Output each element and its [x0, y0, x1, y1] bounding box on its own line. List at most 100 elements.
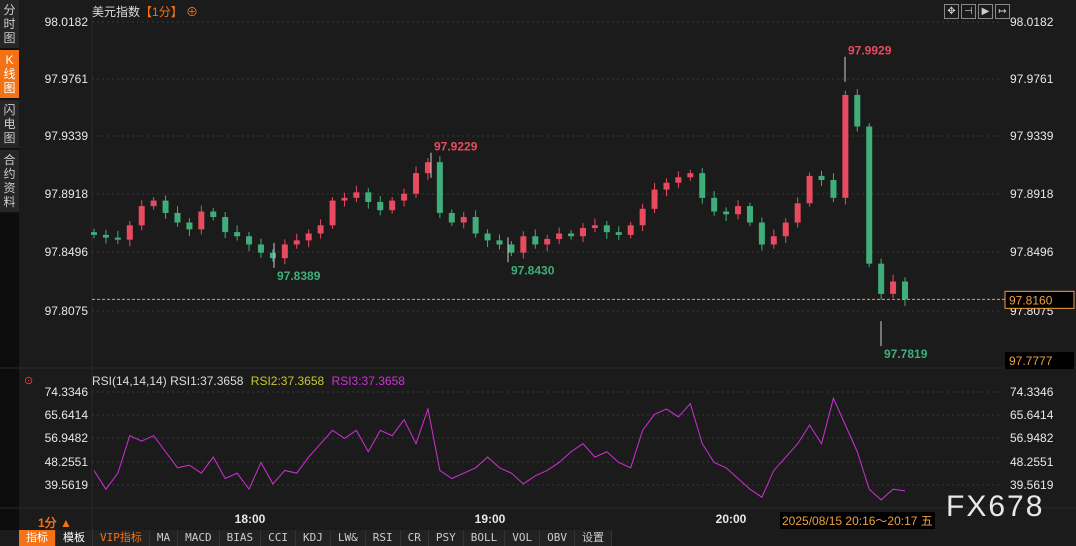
toolbar-14[interactable]: OBV — [540, 530, 575, 546]
candle-body — [389, 200, 396, 211]
current-price-box — [1004, 290, 1075, 309]
candle-body — [818, 175, 825, 181]
toolbar-11[interactable]: PSY — [428, 530, 464, 546]
time-tick: 18:00 — [235, 512, 266, 526]
extreme-label-high2: 97.9229 — [434, 140, 478, 154]
candle-body — [162, 200, 169, 213]
instrument-title: 美元指数 — [92, 5, 141, 19]
candle-body — [544, 238, 551, 245]
candle-body — [603, 225, 610, 233]
candle-body — [401, 193, 408, 201]
play-icon[interactable]: ▶ — [978, 4, 993, 19]
toolbar-5[interactable]: BIAS — [219, 530, 262, 546]
rsi-tick-right: 48.2551 — [1010, 455, 1054, 469]
rsi-tick-right: 74.3346 — [1010, 385, 1054, 399]
candle-body — [723, 211, 730, 215]
candle-body — [198, 211, 205, 230]
candle-body — [413, 173, 420, 194]
candle-body — [424, 162, 431, 174]
toolbar-3[interactable]: MA — [149, 530, 179, 546]
toolbar-9[interactable]: RSI — [365, 530, 401, 546]
sidebar-tab-kline[interactable]: K线图 — [0, 50, 19, 100]
candle-body — [579, 228, 586, 237]
toolbar-0[interactable]: 指标 — [19, 530, 56, 546]
sidebar-tab-flash[interactable]: 闪电图 — [0, 100, 19, 150]
rsi-legend: RSI(14,14,14) RSI1:37.3658 RSI2:37.3658 … — [92, 374, 405, 388]
candle-body — [508, 244, 515, 253]
price-tick-right: 98.0182 — [1010, 15, 1054, 29]
bottom-price-box — [1005, 352, 1074, 369]
candle-body — [615, 232, 622, 235]
candle-body — [91, 232, 97, 235]
candle-body — [269, 252, 276, 259]
rsi-tick-left: 39.5619 — [45, 478, 89, 492]
candle-body — [377, 201, 384, 211]
candle-body — [651, 189, 658, 209]
price-tick-left: 97.9761 — [45, 72, 89, 86]
candle-body — [329, 200, 336, 226]
candle-body — [878, 263, 885, 294]
sidebar-tab-contract[interactable]: 合约资料 — [0, 150, 19, 214]
toolbar-15[interactable]: 设置 — [575, 530, 612, 546]
crosshair-plus-icon[interactable]: ⊕ — [186, 5, 199, 19]
candle-body — [436, 162, 443, 213]
candle-body — [365, 192, 372, 202]
candle-body — [174, 212, 181, 223]
period-selector[interactable]: 1分 ▲ — [38, 516, 72, 530]
price-tick-left: 97.8075 — [45, 304, 89, 318]
candle-body — [591, 225, 598, 229]
settings-gear-icon[interactable]: ⊙ — [24, 375, 34, 387]
time-tick: 19:00 — [475, 512, 506, 526]
sidebar-tab-timeshare[interactable]: 分时图 — [0, 0, 19, 50]
zoom-left-icon[interactable]: ⊣ — [961, 4, 976, 19]
candle-body — [758, 222, 765, 245]
candle-body — [222, 217, 229, 233]
rsi-tick-left: 56.9482 — [45, 431, 89, 445]
toolbar-12[interactable]: BOLL — [463, 530, 506, 546]
extreme-label-low1: 97.8389 — [277, 269, 321, 283]
toolbar-1[interactable]: 模板 — [56, 530, 93, 546]
candle-body — [627, 225, 634, 235]
rsi-tick-right: 56.9482 — [1010, 431, 1054, 445]
price-tick-right: 97.9339 — [1010, 129, 1054, 143]
candle-body — [484, 233, 491, 241]
toolbar-10[interactable]: CR — [400, 530, 429, 546]
candle-body — [639, 208, 646, 226]
period-label[interactable]: 【1分】 — [140, 5, 183, 19]
scroll-right-icon[interactable]: ↦ — [995, 4, 1010, 19]
toolbar-4[interactable]: MACD — [178, 530, 220, 546]
candle-body — [806, 175, 813, 204]
candle-body — [556, 233, 563, 239]
chart-tools: ✥ ⊣ ▶ ↦ — [942, 1, 1010, 19]
candle-body — [472, 217, 479, 234]
toolbar-2[interactable]: VIP指标 — [93, 530, 150, 546]
rsi-tick-right: 65.6414 — [1010, 408, 1054, 422]
crosshair-icon[interactable]: ✥ — [944, 4, 959, 19]
extreme-label-high1: 97.9929 — [848, 44, 892, 58]
price-tick-right: 97.8918 — [1010, 187, 1054, 201]
rsi3-value: RSI3:37.3658 — [331, 374, 405, 388]
rsi-tick-right: 39.5619 — [1010, 478, 1054, 492]
rsi-tick-left: 65.6414 — [45, 408, 89, 422]
price-tick-left: 98.0182 — [45, 15, 89, 29]
watermark-logo: FX678 — [946, 490, 1045, 523]
price-tick-left: 97.9339 — [45, 129, 89, 143]
candle-body — [746, 206, 753, 223]
candle-body — [794, 203, 801, 223]
toolbar-8[interactable]: LW& — [330, 530, 366, 546]
candle-body — [317, 225, 324, 234]
price-tick-right: 97.8496 — [1010, 245, 1054, 259]
candle-body — [126, 225, 133, 240]
toolbar-13[interactable]: VOL — [505, 530, 541, 546]
rsi-tick-left: 48.2551 — [45, 455, 89, 469]
candle-body — [353, 192, 360, 198]
toolbar-7[interactable]: KDJ — [296, 530, 331, 546]
candle-body — [675, 177, 682, 183]
candle-body — [305, 233, 312, 241]
rsi-tick-left: 74.3346 — [45, 385, 89, 399]
candle-body — [496, 240, 503, 245]
toolbar-6[interactable]: CCI — [261, 530, 296, 546]
candle-body — [281, 244, 288, 259]
candle-body — [257, 244, 264, 253]
